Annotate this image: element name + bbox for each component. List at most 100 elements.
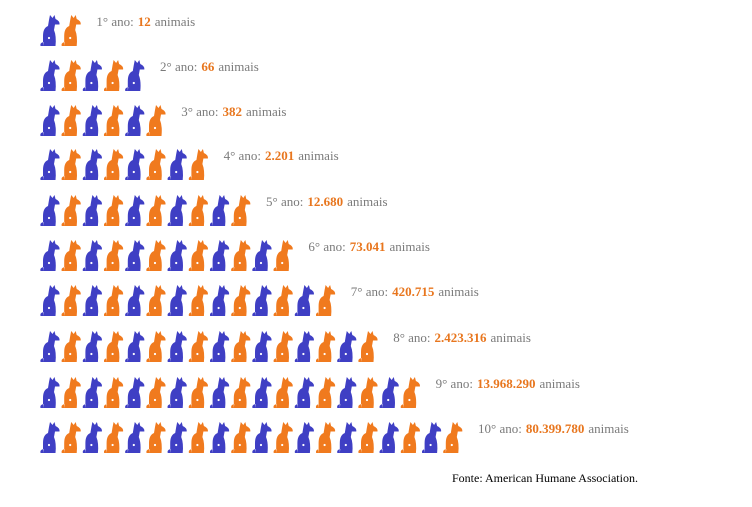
dog-icon: [146, 149, 166, 180]
dog-dot: [111, 398, 114, 402]
dog-shape: [40, 377, 60, 408]
dog-icon: [103, 377, 124, 408]
dog-dot: [175, 352, 178, 356]
dog-icon: [82, 240, 102, 271]
dog-icon: [103, 195, 124, 226]
dog-shape: [103, 195, 124, 226]
dog-icon: [146, 105, 166, 136]
dog-dot: [344, 398, 347, 402]
dog-shape: [252, 331, 272, 362]
dog-icon: [125, 285, 145, 316]
dog-icon: [146, 240, 166, 271]
dog-dot: [69, 443, 72, 447]
dog-dot: [132, 126, 135, 130]
dog-icon: [231, 285, 251, 316]
unit: animais: [218, 59, 258, 74]
count: 73.041: [350, 239, 386, 254]
dog-shape: [167, 149, 187, 180]
dog-shape: [167, 285, 187, 316]
dog-dot: [365, 443, 369, 447]
unit: animais: [539, 376, 579, 391]
dog-shape: [273, 377, 293, 408]
dog-icon: [167, 149, 187, 180]
dog-dot: [217, 352, 220, 356]
dog-icon: [273, 377, 293, 408]
dog-dot: [259, 352, 263, 356]
dog-icon: [167, 240, 187, 271]
dog-shape: [209, 422, 230, 453]
dog-icon: [40, 60, 60, 91]
dog-dot: [344, 443, 347, 447]
dog-dot: [281, 261, 284, 265]
dog-shape: [273, 285, 293, 316]
dog-shape: [82, 422, 102, 453]
dog-icon: [125, 60, 145, 91]
dog-dot: [47, 306, 51, 310]
count: 420.715: [392, 284, 435, 299]
count: 12: [138, 14, 151, 29]
dog-dot: [69, 261, 72, 265]
dog-dot: [450, 443, 453, 447]
dog-icon: [252, 331, 272, 362]
dog-icon: [188, 149, 208, 180]
dog-shape: [61, 331, 81, 362]
dog-shape: [294, 422, 314, 453]
dog-dot: [238, 306, 241, 310]
dog-dot: [281, 352, 284, 356]
dog-dot: [90, 306, 93, 310]
dog-icon: [167, 331, 187, 362]
dog-shape: [61, 285, 81, 316]
dog-dot: [90, 352, 93, 356]
dog-icon: [188, 331, 208, 362]
dog-dot: [90, 216, 93, 220]
dog-icon: [103, 331, 124, 362]
dog-dot: [153, 352, 157, 356]
year: 9° ano:: [436, 376, 473, 391]
dog-shape: [315, 377, 336, 408]
dog-icon: [443, 422, 463, 453]
dog-shape: [61, 240, 81, 271]
dog-shape: [40, 15, 60, 46]
dog-dot: [69, 170, 72, 174]
dog-dot: [387, 443, 390, 447]
dog-dot: [365, 398, 369, 402]
dog-dot: [175, 306, 178, 310]
dog-dot: [111, 126, 114, 130]
dog-icon: [82, 285, 102, 316]
dog-icon: [146, 285, 166, 316]
dog-shape: [103, 285, 124, 316]
dog-shape: [103, 105, 124, 136]
dog-icon: [125, 105, 145, 136]
dog-dot: [111, 216, 114, 220]
dog-shape: [209, 285, 230, 316]
dog-icon: [103, 422, 124, 453]
dog-dot: [429, 443, 432, 447]
unit: animais: [347, 194, 387, 209]
count: 2.201: [265, 148, 294, 163]
dog-dot: [69, 36, 72, 40]
dog-dot: [90, 170, 93, 174]
dog-shape: [82, 105, 102, 136]
dog-shape: [188, 149, 208, 180]
dog-shape: [40, 285, 60, 316]
dog-icon: [231, 331, 251, 362]
dog-icon: [315, 377, 336, 408]
dog-icon: [61, 422, 81, 453]
dog-shape: [273, 422, 293, 453]
row-label: 9° ano: 13.968.290 animais: [436, 376, 580, 391]
dog-shape: [125, 149, 145, 180]
dog-icon: [125, 195, 145, 226]
dog-shape: [231, 422, 251, 453]
unit: animais: [438, 284, 478, 299]
dog-icon: [61, 149, 81, 180]
year: 2° ano:: [160, 59, 197, 74]
dog-icon: [40, 240, 60, 271]
dog-dot: [196, 306, 199, 310]
count: 80.399.780: [526, 421, 585, 436]
dog-icon: [209, 195, 230, 226]
dog-shape: [146, 377, 166, 408]
dog-dot: [69, 126, 72, 130]
dog-shape: [273, 331, 293, 362]
dog-dot: [217, 306, 220, 310]
year: 8° ano:: [393, 330, 430, 345]
